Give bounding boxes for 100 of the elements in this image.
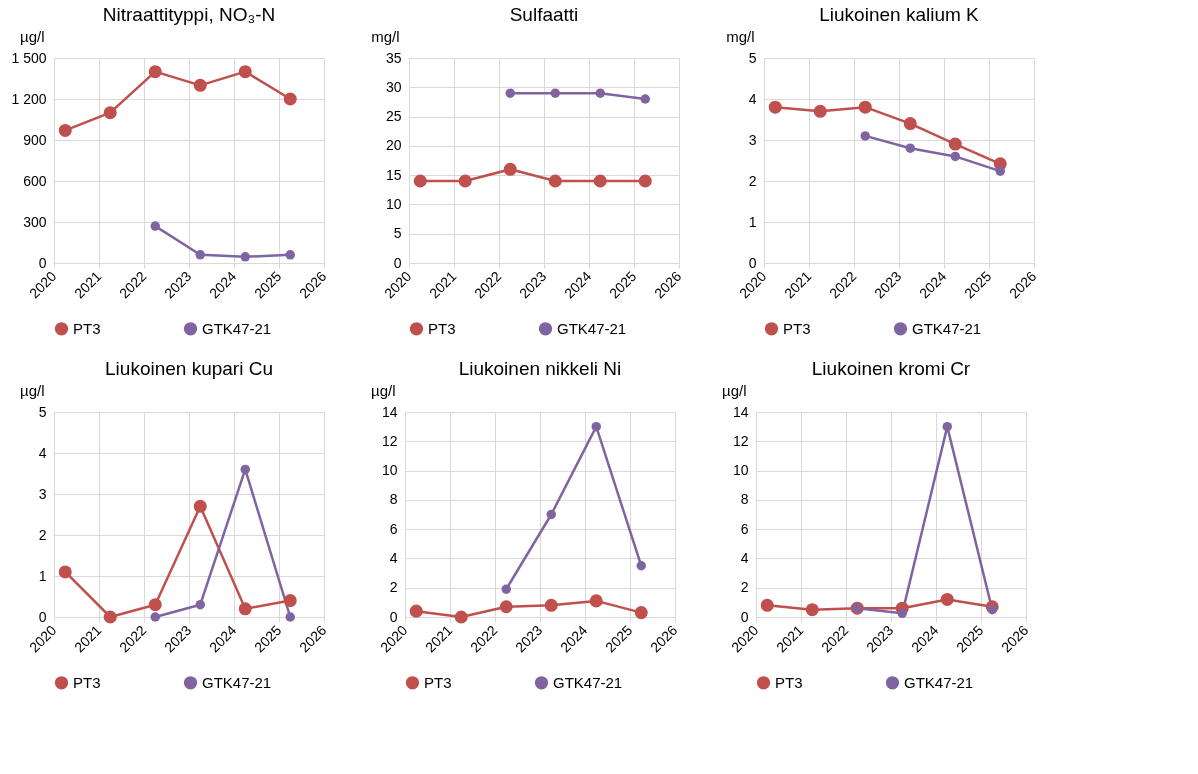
y-tick-label: 1 200: [11, 90, 47, 107]
y-tick-label: 10: [732, 462, 749, 479]
point: [634, 606, 648, 620]
point: [148, 65, 162, 79]
point: [283, 92, 297, 106]
point: [499, 600, 513, 614]
point: [193, 499, 207, 513]
legend-label: GTK47-21: [202, 319, 272, 337]
y-tick-label: 25: [385, 108, 402, 125]
point: [238, 65, 252, 79]
point: [948, 137, 962, 151]
point: [940, 592, 954, 606]
y-tick-label: 0: [740, 608, 749, 625]
y-tick-label: 14: [732, 403, 749, 420]
legend-label: GTK47-21: [912, 319, 982, 337]
point: [903, 117, 917, 131]
point: [805, 603, 819, 617]
y-tick-label: 3: [748, 131, 757, 148]
y-tick-label: 0: [389, 608, 398, 625]
point: [195, 250, 205, 260]
y-tick-label: 0: [38, 254, 47, 271]
chart-title: Liukoinen kalium K: [819, 4, 980, 25]
y-axis-title: µg/l: [20, 381, 45, 399]
point: [942, 421, 952, 432]
point: [413, 174, 427, 188]
point: [285, 250, 295, 260]
legend-label: PT3: [73, 673, 101, 691]
point: [240, 252, 250, 262]
point: [150, 221, 160, 231]
point: [638, 174, 652, 188]
y-tick-label: 12: [381, 432, 398, 449]
chart-title: Liukoinen nikkeli Ni: [458, 358, 622, 379]
y-axis-title: mg/l: [726, 27, 755, 45]
point: [950, 151, 960, 162]
point: [193, 78, 207, 92]
y-tick-label: 2: [740, 579, 749, 596]
y-tick-label: 2: [389, 579, 398, 596]
point: [283, 594, 297, 608]
point: [458, 174, 472, 188]
y-tick-label: 3: [38, 485, 47, 502]
y-axis-title: mg/l: [371, 27, 400, 45]
point: [58, 565, 72, 579]
legend-label: GTK47-21: [904, 673, 974, 691]
point: [150, 612, 160, 622]
point: [505, 88, 515, 98]
point: [103, 610, 117, 624]
y-tick-label: 900: [23, 131, 47, 148]
y-tick-label: 8: [389, 491, 398, 508]
y-tick-label: 30: [385, 78, 402, 95]
point: [148, 598, 162, 612]
point: [240, 464, 250, 475]
legend-label: PT3: [783, 319, 811, 337]
point: [285, 612, 295, 622]
point: [995, 166, 1005, 176]
point: [905, 143, 915, 153]
point: [768, 100, 782, 114]
y-tick-label: 4: [748, 90, 757, 107]
point: [595, 88, 605, 98]
point: [760, 598, 774, 612]
y-axis-title: µg/l: [722, 381, 747, 399]
y-axis-title: µg/l: [20, 27, 45, 45]
y-tick-label: 10: [385, 195, 402, 212]
y-tick-label: 5: [748, 49, 757, 66]
point: [195, 599, 205, 610]
point: [238, 602, 252, 616]
y-tick-label: 8: [740, 491, 749, 508]
y-tick-label: 1: [38, 567, 47, 584]
y-tick-label: 4: [740, 549, 749, 566]
y-tick-label: 4: [389, 549, 398, 566]
chart-title: Nitraattityppi, NO₃-N: [102, 4, 276, 25]
y-tick-label: 14: [381, 403, 398, 420]
point: [409, 604, 423, 618]
y-tick-label: 10: [381, 462, 398, 479]
point: [454, 610, 468, 624]
y-tick-label: 6: [740, 520, 749, 537]
y-tick-label: 5: [393, 225, 402, 242]
point: [591, 421, 601, 432]
legend-label: PT3: [428, 319, 456, 337]
point: [858, 100, 872, 114]
point: [897, 608, 907, 619]
point: [503, 162, 517, 176]
y-tick-label: 300: [23, 213, 47, 230]
y-tick-label: 1 500: [11, 49, 47, 66]
y-tick-label: 1: [748, 213, 757, 230]
y-tick-label: 12: [732, 432, 749, 449]
legend-label: GTK47-21: [202, 673, 272, 691]
point: [640, 94, 650, 104]
chart-title: Liukoinen kupari Cu: [105, 358, 273, 379]
legend-label: GTK47-21: [557, 319, 627, 337]
y-tick-label: 2: [748, 172, 757, 189]
point: [103, 106, 117, 120]
point: [550, 88, 560, 98]
chart-title: Liukoinen kromi Cr: [811, 358, 971, 379]
point: [593, 174, 607, 188]
y-tick-label: 2: [38, 526, 47, 543]
legend-label: PT3: [73, 319, 101, 337]
y-tick-label: 0: [748, 254, 757, 271]
point: [548, 174, 562, 188]
y-tick-label: 600: [23, 172, 47, 189]
y-tick-label: 0: [393, 254, 402, 271]
